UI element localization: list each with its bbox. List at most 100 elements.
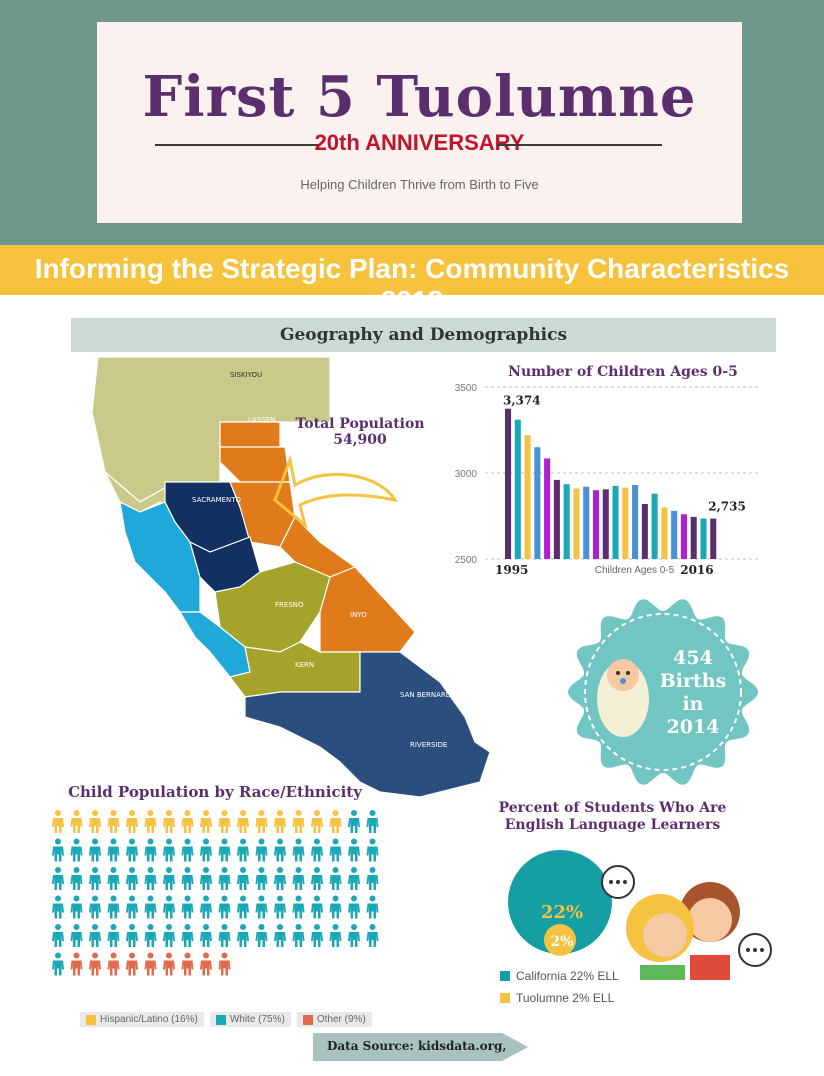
person-icon [218,867,231,890]
person-icon [348,810,360,833]
person-icon [163,924,175,947]
person-icon [52,895,64,919]
x-axis-label: Children Ages 0-5 [595,565,675,576]
person-icon [311,895,323,919]
person-icon [181,895,194,919]
ell-chart: 22% 2% [508,850,772,980]
x-start-label: 1995 [495,563,528,577]
bar-2015 [700,518,707,559]
race-legend: Hispanic/Latino (16%) White (75%) Other … [80,1012,372,1027]
person-icon [237,924,249,947]
legend-label: California 22% ELL [516,969,619,983]
ell-title-line2: English Language Learners [504,817,721,833]
person-icon [144,838,157,862]
person-icon [255,867,268,890]
person-icon [274,838,286,862]
person-icon [52,952,64,976]
map-label: LASSEN [248,416,275,424]
bar-2008 [632,485,639,559]
title-card: First 5 Tuolumne 20th ANNIVERSARY Helpin… [97,22,742,223]
bar-2006 [612,485,619,559]
person-icon [348,838,360,862]
legend-item: Other (9%) [296,1012,372,1027]
person-icon [366,924,379,947]
births-badge: 454 Births in 2014 [568,599,758,785]
births-in: in [682,693,703,715]
map-label: RIVERSIDE [410,741,447,749]
person-icon [144,867,157,890]
divider-right [497,144,662,146]
legend-item: Hispanic/Latino (16%) [80,1012,204,1027]
bar-2000 [553,479,560,559]
person-icon [237,867,249,890]
person-icon [107,810,120,833]
children-bar-chart: 2500 3000 3500 3,374 2,735 1995 2016 Child… [455,383,760,577]
person-icon [237,838,249,862]
person-icon [181,952,194,976]
person-icon [126,924,138,947]
children-chart-title: Number of Children Ages 0-5 [508,364,738,380]
person-icon [274,924,286,947]
anniversary-label: 20th ANNIVERSARY [314,130,525,155]
page-title: First 5 Tuolumne [142,64,697,130]
bar-2011 [661,507,668,559]
person-icon [255,810,268,833]
race-chart-title: Child Population by Race/Ethnicity [68,783,362,801]
person-icon [311,810,323,833]
speech-bubble-icon [601,865,635,899]
person-icon [107,952,120,976]
legend-label: Hispanic/Latino (16%) [100,1014,198,1025]
legend-label: White (75%) [229,1014,285,1025]
speech-bubble-icon [738,933,772,967]
person-icon [311,924,323,947]
person-icon [126,838,138,862]
bar-2003 [583,486,590,559]
person-icon [144,895,157,919]
ell-chart-title: Percent of Students Who Are English Lang… [480,800,745,834]
person-icon [237,810,249,833]
legend-label: Tuolumne 2% ELL [516,991,615,1005]
race-pictograph [52,810,379,976]
person-icon [329,867,342,890]
person-icon [255,895,268,919]
legend-swatch [500,993,510,1003]
person-icon [274,867,286,890]
person-icon [107,924,120,947]
person-icon [70,810,83,833]
map-label: KERN [295,661,314,669]
banner-text: Informing the Strategic Plan: Community … [34,253,790,316]
person-icon [181,867,194,890]
person-icon [181,838,194,862]
person-icon [329,895,342,919]
data-source-tag: Data Source: kidsdata.org, [313,1033,528,1061]
person-icon [163,867,175,890]
map-region-south [244,651,491,797]
legend-swatch [500,971,510,981]
person-icon [237,895,249,919]
person-icon [292,895,305,919]
geography-header: Geography and Demographics [71,318,776,352]
y-tick-label: 3500 [455,383,478,394]
person-icon [70,895,83,919]
bar-1999 [544,458,551,559]
person-icon [52,838,64,862]
section-banner: Informing the Strategic Plan: Community … [0,245,824,316]
person-icon [218,810,231,833]
geography-title: Geography and Demographics [279,325,568,345]
divider-left [155,144,320,146]
person-icon [200,924,212,947]
person-icon [52,810,64,833]
person-icon [200,895,212,919]
person-icon [200,810,212,833]
person-icon [348,924,360,947]
person-icon [255,924,268,947]
person-icon [144,952,157,976]
california-pct: 22% [541,902,583,923]
person-icon [107,838,120,862]
legend-swatch [215,1014,226,1025]
person-icon [274,895,286,919]
bar-1997 [524,435,531,559]
bar-2012 [671,510,678,559]
ell-title-line1: Percent of Students Who Are [498,800,727,816]
person-icon [126,952,138,976]
